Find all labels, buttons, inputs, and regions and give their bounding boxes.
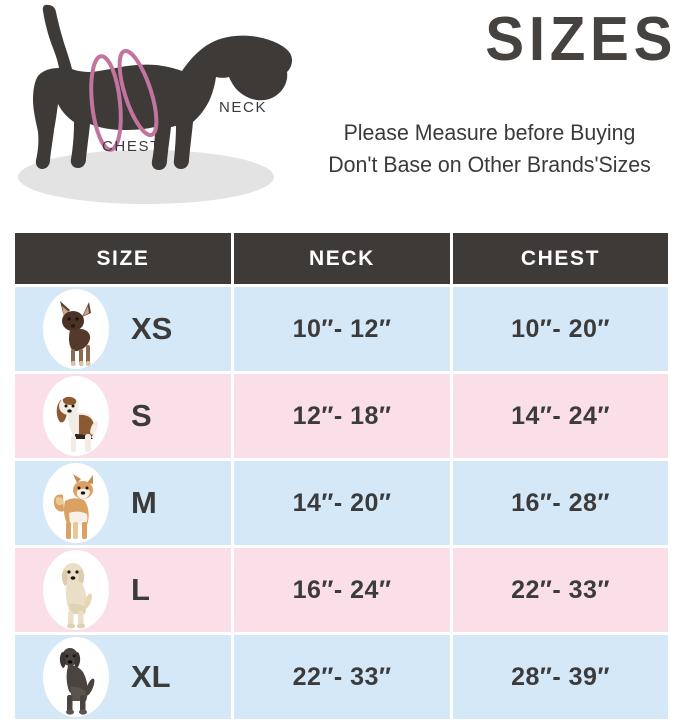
- shiba-inu-photo: [43, 463, 109, 543]
- column-header-size: SIZE: [15, 233, 231, 284]
- chest-cell: 28″- 39″: [453, 635, 668, 719]
- table-row: XL 22″- 33″ 28″- 39″: [15, 635, 668, 719]
- table-row: XS 10″- 12″ 10″- 20″: [15, 287, 668, 371]
- size-label: S: [131, 398, 152, 433]
- neck-value: 14″- 20″: [292, 488, 392, 517]
- size-cell: M: [15, 461, 231, 545]
- neck-cell: 22″- 33″: [234, 635, 450, 719]
- chest-cell: 16″- 28″: [453, 461, 668, 545]
- page-title: SIZES: [485, 5, 677, 74]
- chihuahua-photo: [43, 289, 109, 369]
- chest-value: 22″- 33″: [511, 575, 610, 604]
- ground-shadow: [18, 150, 274, 204]
- title-block: SIZES Please Measure before Buying Don't…: [300, 0, 679, 210]
- neck-value: 22″- 33″: [292, 662, 392, 691]
- size-cell: S: [15, 374, 231, 458]
- chest-cell: 14″- 24″: [453, 374, 668, 458]
- size-label: XS: [131, 311, 173, 346]
- neck-cell: 16″- 24″: [234, 548, 450, 632]
- chest-label: CHEST: [102, 138, 161, 155]
- subtitle-line-2: Don't Base on Other Brands'Sizes: [328, 152, 651, 177]
- neck-cell: 14″- 20″: [234, 461, 450, 545]
- illustration-area: NECK CHEST SIZES Please Measure before B…: [0, 0, 679, 228]
- table-row: L 16″- 24″ 22″- 33″: [15, 548, 668, 632]
- labrador-photo: [43, 550, 109, 630]
- table-header-row: SIZE NECK CHEST: [15, 233, 668, 284]
- chest-cell: 10″- 20″: [453, 287, 668, 371]
- size-cell: XS: [15, 287, 231, 371]
- beagle-photo: [43, 376, 109, 456]
- size-chart-table: SIZE NECK CHEST: [12, 230, 671, 722]
- chest-value: 14″- 24″: [511, 401, 610, 430]
- neck-cell: 12″- 18″: [234, 374, 450, 458]
- size-label: M: [131, 485, 157, 520]
- dog-silhouette: [33, 4, 292, 170]
- size-cell: L: [15, 548, 231, 632]
- table-row: S 12″- 18″ 14″- 24″: [15, 374, 668, 458]
- dog-measurement-diagram: [18, 4, 292, 204]
- neck-measure-loop: [117, 48, 159, 138]
- chest-cell: 22″- 33″: [453, 548, 668, 632]
- neck-value: 12″- 18″: [292, 401, 392, 430]
- column-header-neck: NECK: [234, 233, 450, 284]
- table-row: M 14″- 20″ 16″- 28″: [15, 461, 668, 545]
- chest-value: 16″- 28″: [511, 488, 610, 517]
- neck-cell: 10″- 12″: [234, 287, 450, 371]
- chest-value: 28″- 39″: [511, 662, 610, 691]
- subtitle-line-1: Please Measure before Buying: [343, 120, 636, 145]
- size-label: XL: [131, 659, 171, 694]
- size-label: L: [131, 572, 150, 607]
- column-header-chest: CHEST: [453, 233, 668, 284]
- neck-value: 10″- 12″: [292, 314, 392, 343]
- neck-value: 16″- 24″: [292, 575, 392, 604]
- size-cell: XL: [15, 635, 231, 719]
- chest-value: 10″- 20″: [511, 314, 610, 343]
- great-dane-photo: [43, 637, 109, 717]
- neck-label: NECK: [219, 99, 268, 116]
- chest-measure-loop: [89, 54, 123, 152]
